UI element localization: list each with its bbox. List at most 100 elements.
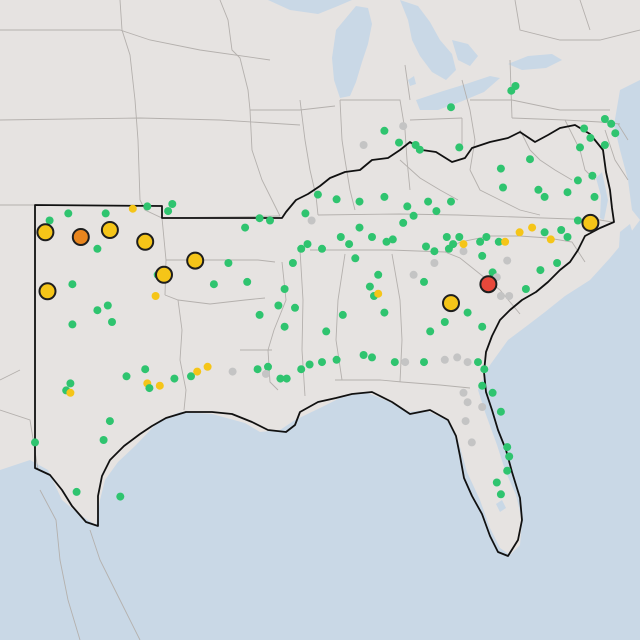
station-marker-good[interactable] (68, 280, 77, 289)
station-marker-good[interactable] (224, 259, 233, 267)
station-marker-good[interactable] (141, 365, 150, 374)
station-marker-good[interactable] (478, 381, 487, 390)
station-marker-no-data[interactable] (409, 270, 418, 279)
station-marker-good[interactable] (540, 228, 549, 237)
station-marker-good[interactable] (274, 301, 283, 310)
station-marker-good[interactable] (276, 374, 285, 383)
station-marker-good[interactable] (332, 355, 341, 364)
station-marker-good[interactable] (496, 164, 505, 173)
station-marker-good[interactable] (282, 374, 291, 383)
station-marker-good[interactable] (478, 322, 487, 331)
station-marker-good[interactable] (442, 233, 451, 241)
station-marker-good[interactable] (305, 360, 314, 369)
station-marker-good[interactable] (557, 226, 566, 234)
station-marker-good[interactable] (374, 270, 383, 279)
station-marker-good[interactable] (187, 372, 195, 381)
station-marker-good[interactable] (478, 251, 487, 260)
station-marker-good[interactable] (496, 490, 505, 499)
station-marker-moderate[interactable] (151, 292, 160, 300)
station-marker-good[interactable] (170, 374, 179, 383)
station-marker-no-data[interactable] (459, 388, 468, 397)
station-marker-good[interactable] (93, 244, 102, 253)
station-marker-good[interactable] (474, 358, 482, 367)
station-marker-good[interactable] (164, 207, 173, 216)
station-marker-no-data[interactable] (440, 355, 449, 364)
station-marker-good[interactable] (447, 197, 455, 206)
station-marker-good[interactable] (420, 358, 428, 367)
station-marker-good[interactable] (403, 202, 412, 211)
station-marker-good[interactable] (359, 351, 368, 359)
station-marker-good[interactable] (507, 86, 516, 95)
station-marker-good[interactable] (345, 240, 354, 249)
station-marker-no-data[interactable] (505, 292, 514, 300)
station-marker-good[interactable] (288, 259, 297, 267)
station-marker-good[interactable] (600, 141, 609, 149)
station-marker-good[interactable] (420, 277, 428, 286)
alert-marker-moderate[interactable] (155, 265, 173, 284)
station-marker-moderate[interactable] (459, 240, 468, 249)
station-marker-no-data[interactable] (461, 417, 470, 426)
station-marker-good[interactable] (526, 155, 534, 164)
station-marker-good[interactable] (45, 216, 54, 225)
station-marker-good[interactable] (492, 478, 501, 487)
station-marker-good[interactable] (395, 138, 403, 147)
station-marker-good[interactable] (368, 233, 376, 241)
station-marker-good[interactable] (303, 240, 312, 249)
station-marker-good[interactable] (66, 379, 75, 388)
alert-marker-unhealthy-sensitive[interactable] (71, 228, 90, 246)
station-marker-good[interactable] (145, 384, 154, 393)
station-marker-no-data[interactable] (307, 216, 316, 225)
station-marker-good[interactable] (368, 353, 376, 362)
station-marker-no-data[interactable] (430, 259, 439, 267)
station-marker-good[interactable] (499, 183, 507, 192)
station-marker-good[interactable] (280, 322, 289, 331)
station-marker-good[interactable] (488, 388, 497, 397)
alert-marker-moderate[interactable] (136, 232, 155, 251)
station-marker-no-data[interactable] (463, 358, 472, 367)
station-marker-good[interactable] (388, 235, 397, 244)
station-marker-good[interactable] (447, 103, 455, 112)
station-marker-good[interactable] (365, 282, 374, 291)
station-marker-good[interactable] (266, 216, 274, 225)
station-marker-good[interactable] (449, 240, 458, 249)
station-marker-good[interactable] (482, 233, 491, 241)
station-marker-good[interactable] (318, 358, 326, 367)
station-marker-good[interactable] (264, 362, 272, 371)
station-marker-good[interactable] (99, 436, 108, 444)
station-marker-no-data[interactable] (399, 122, 408, 131)
station-marker-good[interactable] (426, 327, 435, 336)
station-marker-good[interactable] (540, 192, 549, 201)
station-marker-good[interactable] (503, 466, 512, 475)
station-marker-no-data[interactable] (503, 256, 512, 265)
station-marker-good[interactable] (105, 417, 114, 426)
station-marker-no-data[interactable] (459, 247, 468, 256)
station-marker-good[interactable] (580, 124, 589, 133)
station-marker-good[interactable] (455, 233, 464, 241)
station-marker-good[interactable] (64, 209, 73, 218)
station-marker-good[interactable] (432, 207, 441, 216)
station-marker-good[interactable] (573, 176, 582, 185)
station-marker-moderate[interactable] (374, 289, 383, 298)
station-marker-good[interactable] (31, 438, 39, 447)
station-marker-good[interactable] (122, 372, 131, 381)
station-marker-good[interactable] (409, 211, 418, 220)
station-marker-good[interactable] (297, 244, 306, 253)
station-marker-good[interactable] (241, 223, 250, 232)
station-marker-good[interactable] (494, 237, 503, 246)
station-marker-good[interactable] (505, 452, 514, 461)
alert-marker-moderate[interactable] (442, 294, 460, 313)
station-marker-good[interactable] (108, 318, 116, 326)
station-marker-good[interactable] (168, 200, 177, 208)
station-marker-good[interactable] (101, 209, 110, 218)
station-marker-good[interactable] (209, 280, 218, 289)
station-marker-good[interactable] (573, 216, 582, 225)
station-marker-good[interactable] (576, 143, 584, 152)
station-marker-no-data[interactable] (463, 398, 472, 407)
station-marker-good[interactable] (313, 190, 322, 199)
station-marker-good[interactable] (480, 365, 489, 374)
station-marker-good[interactable] (143, 202, 152, 211)
station-marker-no-data[interactable] (496, 292, 505, 300)
station-marker-no-data[interactable] (401, 358, 410, 367)
station-marker-no-data[interactable] (478, 403, 487, 411)
alert-marker-moderate[interactable] (38, 282, 57, 301)
